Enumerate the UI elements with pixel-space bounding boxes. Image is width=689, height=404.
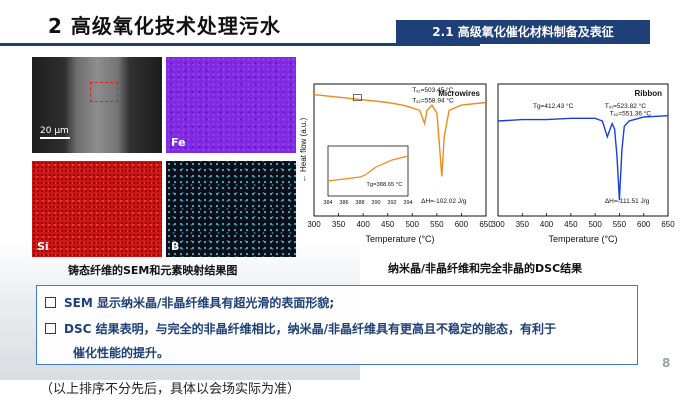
x-tick-label: 450 — [564, 220, 578, 229]
x-tick-label: 450 — [381, 220, 395, 229]
annotation-tx2: Tₓ₂=558.94 °C — [412, 96, 454, 104]
x-tick-label: 400 — [540, 220, 554, 229]
inset-frame — [327, 145, 409, 197]
x-tick-label: 650 — [661, 220, 675, 229]
x-axis-label: Temperature (°C) — [365, 234, 434, 244]
inset-tick-label: 386 — [339, 200, 348, 206]
x-tick-label: 500 — [588, 220, 602, 229]
x-tick-label: 400 — [356, 220, 370, 229]
inset-tick-label: 384 — [323, 200, 332, 206]
footnote: （以上排序不分先后，具体以会场实际为准） — [40, 382, 301, 397]
plot-frame — [497, 83, 669, 217]
inset-tick-label: 392 — [387, 200, 396, 206]
series-line — [497, 115, 669, 201]
bullet-dsc: DSC 结果表明，与完全的非晶纤维相比，纳米晶/非晶纤维具有更高且不稳定的能态，… — [45, 320, 556, 337]
inset-tick-label: 390 — [371, 200, 380, 206]
si-mapping-image: Si — [32, 161, 162, 257]
x-tick-label: 350 — [516, 220, 530, 229]
sem-image: 20 μm — [32, 57, 162, 153]
inset-annotation-tg: Tg=388.65 °C — [366, 182, 402, 188]
series-line — [313, 93, 487, 177]
x-tick-label: 600 — [455, 220, 469, 229]
page-title: 2 高级氧化技术处理污水 — [48, 14, 281, 38]
sem-selection-box — [90, 82, 118, 102]
annotation-tg: Tg=412.43 °C — [533, 102, 574, 110]
x-axis-label: Temperature (°C) — [548, 234, 617, 244]
bullet-sem: SEM 显示纳米晶/非晶纤维具有超光滑的表面形貌; — [45, 294, 334, 311]
annotation-dh: ΔH=-111.51 J/g — [605, 198, 650, 205]
si-label: Si — [37, 240, 49, 253]
title-underline — [0, 43, 480, 46]
x-tick-label: 350 — [332, 220, 346, 229]
annotation-tx2: Tₓ₂=551.36 °C — [610, 110, 652, 118]
ribbon-svg: 300 350 400 450 500 550 600 650 Temperature (°C)… — [491, 83, 675, 244]
x-tick-label: 600 — [637, 220, 651, 229]
conclusion-box: SEM 显示纳米晶/非晶纤维具有超光滑的表面形貌; DSC 结果表明，与完全的非… — [36, 285, 638, 365]
inset-marker — [353, 94, 362, 101]
bullet-dsc-continued: 催化性能的提升。 — [73, 346, 170, 360]
y-axis-label: ← Heat flow (a.u.) — [299, 117, 308, 182]
annotation-tx1: Tₓ₁=503.45 °C — [412, 86, 453, 94]
bullet-sem-text: SEM 显示纳米晶/非晶纤维具有超光滑的表面形貌; — [64, 296, 335, 310]
x-tick-label: 500 — [406, 220, 420, 229]
inset-series-line — [327, 155, 409, 182]
b-label: B — [171, 240, 180, 253]
fe-mapping-image: Fe — [166, 57, 296, 153]
fe-label: Fe — [171, 136, 186, 149]
sem-caption: 铸态纤维的SEM和元素映射结果图 — [68, 264, 238, 277]
dsc-caption: 纳米晶/非晶纤维和完全非晶的DSC结果 — [388, 262, 583, 275]
inset-tick-label: 394 — [403, 200, 412, 206]
x-tick-label: 550 — [613, 220, 627, 229]
scale-bar-label: 20 μm — [40, 126, 69, 136]
microwires-svg: 300 350 400 450 500 550 600 650 Temperature (°C)… — [299, 83, 492, 244]
dsc-chart-microwires: 300 350 400 450 500 550 600 650 Temperature (°C)… — [296, 76, 492, 256]
annotation-tx1: Tₓ₁=523.82 °C — [605, 102, 646, 110]
dsc-chart-ribbon: 300 350 400 450 500 550 600 650 Temperature (°C)… — [486, 76, 676, 256]
chart-title: Ribbon — [634, 89, 662, 98]
x-tick-label: 300 — [491, 220, 505, 229]
page-number: 8 — [662, 356, 671, 370]
x-tick-label: 650 — [479, 220, 492, 229]
inset-tick-label: 388 — [355, 200, 364, 206]
bullet-dsc-text: DSC 结果表明，与完全的非晶纤维相比，纳米晶/非晶纤维具有更高且不稳定的能态，… — [64, 322, 556, 336]
bullet-square-icon — [45, 323, 56, 334]
x-tick-label: 300 — [307, 220, 321, 229]
section-banner: 2.1 高级氧化催化材料制备及表征 — [396, 20, 650, 44]
scale-bar — [40, 137, 70, 139]
annotation-dh: ΔH=-102.02 J/g — [421, 198, 467, 205]
x-tick-label: 550 — [430, 220, 444, 229]
b-mapping-image: B — [166, 161, 296, 257]
chart-title: Microwires — [438, 89, 480, 98]
bullet-square-icon — [45, 297, 56, 308]
